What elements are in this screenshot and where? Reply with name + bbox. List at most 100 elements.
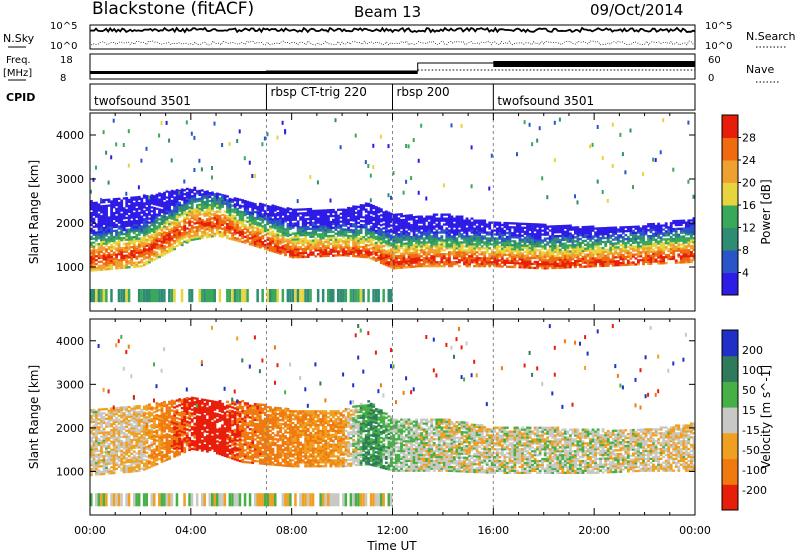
range-cell bbox=[142, 257, 146, 261]
range-cell bbox=[498, 255, 502, 258]
range-cell bbox=[543, 245, 547, 248]
range-cell bbox=[458, 225, 461, 228]
range-cell bbox=[251, 232, 255, 235]
range-cell bbox=[155, 215, 159, 218]
range-cell bbox=[223, 198, 227, 201]
range-cell bbox=[571, 248, 575, 251]
range-cell bbox=[405, 246, 408, 249]
range-cell bbox=[420, 241, 424, 244]
range-cell bbox=[569, 228, 572, 231]
range-cell bbox=[521, 264, 524, 267]
range-cell bbox=[231, 214, 235, 217]
range-cell bbox=[90, 257, 93, 260]
range-cell bbox=[329, 252, 333, 255]
range-cell bbox=[332, 230, 335, 233]
range-cell bbox=[274, 248, 277, 252]
range-cell bbox=[153, 252, 156, 255]
range-cell bbox=[137, 239, 141, 242]
range-cell bbox=[372, 232, 376, 235]
range-cell bbox=[558, 266, 562, 269]
range-cell bbox=[574, 260, 577, 263]
range-cell bbox=[115, 263, 119, 266]
range-cell bbox=[372, 230, 376, 233]
range-cell bbox=[453, 249, 456, 252]
range-cell bbox=[168, 206, 171, 210]
range-cell bbox=[316, 235, 320, 238]
range-cell bbox=[319, 221, 323, 224]
range-cell bbox=[173, 220, 177, 223]
range-cell bbox=[132, 216, 136, 219]
range-cell bbox=[594, 263, 598, 266]
range-cell bbox=[211, 233, 214, 236]
range-cell bbox=[392, 213, 396, 217]
range-cell bbox=[500, 253, 504, 256]
range-cell bbox=[531, 235, 534, 238]
range-cell bbox=[284, 230, 287, 233]
range-cell bbox=[465, 217, 469, 220]
range-cell bbox=[508, 222, 512, 225]
range-cell bbox=[412, 259, 416, 262]
range-cell bbox=[372, 224, 376, 228]
sparse-cell bbox=[137, 185, 140, 190]
range-cell bbox=[188, 234, 192, 237]
range-cell bbox=[168, 234, 171, 237]
range-cell bbox=[110, 208, 114, 211]
range-cell bbox=[100, 227, 103, 230]
range-cell bbox=[367, 210, 371, 213]
range-cell bbox=[536, 257, 540, 260]
range-cell bbox=[430, 249, 434, 252]
range-cell bbox=[337, 218, 340, 221]
range-cell bbox=[450, 265, 454, 268]
sparse-cell bbox=[392, 171, 395, 176]
range-cell bbox=[548, 263, 552, 266]
range-cell bbox=[455, 225, 459, 228]
range-cell bbox=[168, 195, 171, 198]
range-cell bbox=[526, 224, 529, 228]
range-cell bbox=[384, 212, 388, 215]
range-cell bbox=[523, 262, 527, 265]
range-cell bbox=[269, 213, 272, 216]
range-cell bbox=[435, 229, 439, 232]
range-cell bbox=[500, 255, 504, 258]
range-cell bbox=[266, 248, 270, 251]
range-cell bbox=[155, 255, 159, 258]
range-cell bbox=[304, 218, 308, 221]
range-cell bbox=[392, 255, 396, 258]
range-cell bbox=[611, 230, 615, 233]
near-range-cell bbox=[148, 289, 151, 303]
range-cell bbox=[626, 226, 630, 229]
range-cell bbox=[511, 222, 514, 225]
range-cell bbox=[400, 254, 403, 257]
range-cell bbox=[354, 225, 358, 228]
range-cell bbox=[127, 224, 131, 227]
range-cell bbox=[584, 239, 587, 242]
range-cell bbox=[208, 219, 212, 222]
range-cell bbox=[291, 224, 295, 227]
range-cell bbox=[523, 256, 527, 259]
range-cell bbox=[342, 250, 345, 253]
range-cell bbox=[407, 240, 411, 243]
range-cell bbox=[621, 240, 625, 243]
range-cell bbox=[324, 231, 328, 234]
range-cell bbox=[432, 233, 436, 236]
range-cell bbox=[508, 265, 512, 268]
range-cell bbox=[165, 220, 169, 223]
range-cell bbox=[551, 239, 555, 242]
range-cell bbox=[286, 223, 290, 226]
range-cell bbox=[97, 207, 101, 210]
range-cell bbox=[430, 239, 434, 242]
range-cell bbox=[420, 251, 424, 254]
range-cell bbox=[422, 263, 426, 266]
range-cell bbox=[427, 229, 431, 232]
range-cell bbox=[571, 246, 575, 249]
range-cell bbox=[453, 231, 456, 234]
range-cell bbox=[546, 259, 550, 262]
range-cell bbox=[173, 230, 177, 233]
range-cell bbox=[137, 197, 141, 201]
range-cell bbox=[92, 255, 96, 258]
range-cell bbox=[158, 253, 161, 257]
range-cell bbox=[271, 206, 275, 209]
range-cell bbox=[120, 209, 124, 212]
range-cell bbox=[498, 241, 502, 244]
range-cell bbox=[178, 231, 182, 234]
